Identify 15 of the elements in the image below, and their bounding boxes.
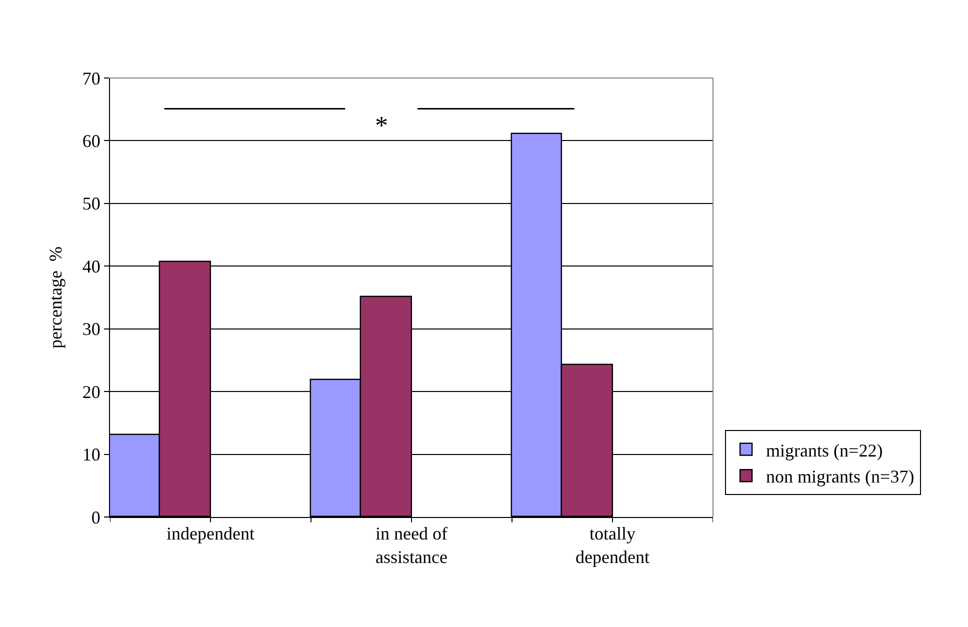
x-tick-label: in need of assistance xyxy=(376,524,448,567)
y-tick-label: 0 xyxy=(91,507,100,528)
y-tick-label: 70 xyxy=(82,68,100,88)
x-tick-label: totally dependent xyxy=(576,524,650,567)
x-tick-label: independent xyxy=(166,524,254,544)
y-tick-label: 10 xyxy=(82,444,100,465)
y-axis-title: percentage % xyxy=(46,246,66,348)
y-tick-label: 40 xyxy=(82,256,100,276)
annotation: * xyxy=(375,111,388,140)
y-tick-label: 20 xyxy=(82,382,100,402)
legend-label: non migrants (n=37) xyxy=(766,466,914,487)
y-tick-label: 50 xyxy=(82,194,100,214)
y-tick-label: 30 xyxy=(82,319,100,340)
legend-label: migrants (n=22) xyxy=(766,440,883,460)
y-tick-label: 60 xyxy=(82,131,100,152)
